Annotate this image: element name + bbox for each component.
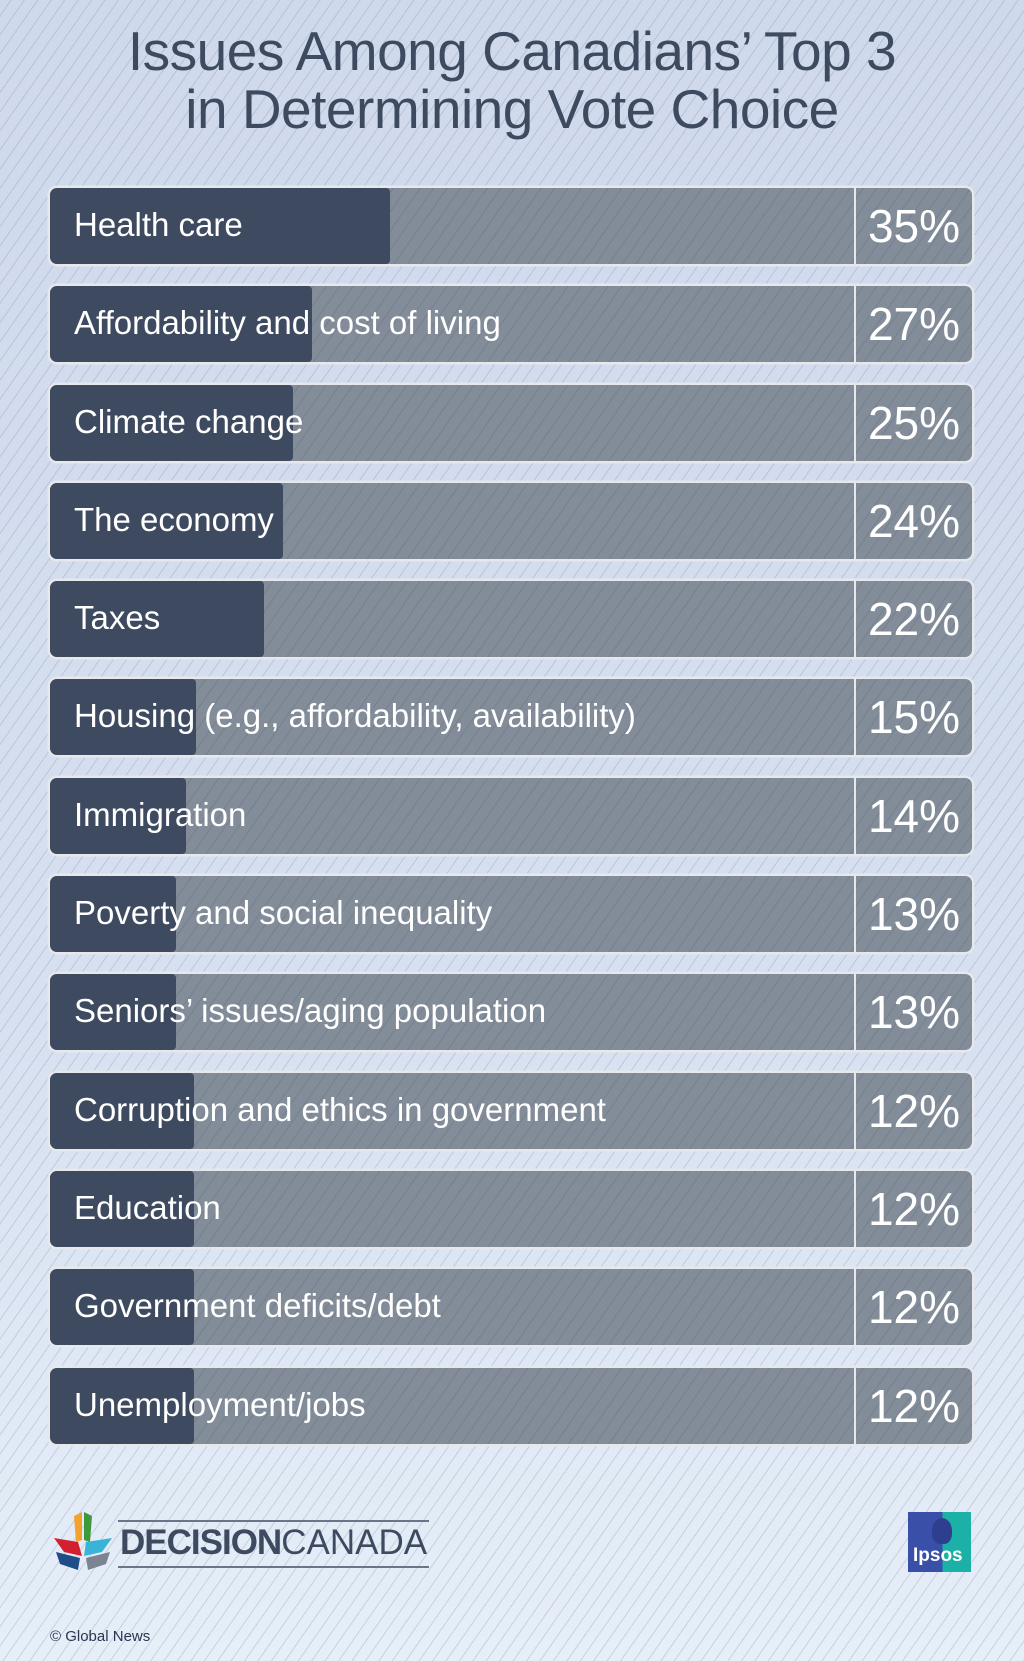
- bar-label: Poverty and social inequality: [74, 894, 493, 932]
- bar-fill: [50, 876, 176, 953]
- bar-label: Education: [74, 1188, 221, 1226]
- bar-value: 12%: [854, 1170, 972, 1247]
- bar-fill: [50, 482, 283, 559]
- bar-fill: [50, 384, 293, 461]
- bar-label: Corruption and ethics in government: [74, 1090, 606, 1128]
- bar-row: Immigration 14%: [50, 777, 972, 854]
- decision-canada-wordmark: DECISIONCANADA: [118, 1520, 430, 1568]
- bar-fill: [50, 286, 312, 363]
- brand-light: CANADA: [281, 1523, 428, 1562]
- bar-value: 24%: [854, 482, 972, 559]
- bar-value: 13%: [854, 974, 972, 1051]
- bar-label: Health care: [74, 206, 243, 243]
- bar-row: The economy 24%: [50, 482, 972, 559]
- bar-label: Housing (e.g., affordability, availabili…: [74, 697, 636, 735]
- bar-fill: [50, 1367, 194, 1444]
- bar-label: Climate change: [74, 402, 304, 440]
- bar-value: 25%: [854, 384, 972, 461]
- bar-value: 27%: [854, 286, 972, 363]
- bar-fill: [50, 974, 176, 1051]
- bar-label: Seniors’ issues/aging population: [74, 992, 547, 1030]
- chart-title-line1: Issues Among Canadians’ Top 3: [127, 20, 897, 82]
- credit-text: © Global News: [50, 1628, 151, 1645]
- ipsos-logo: Ipsos: [908, 1512, 971, 1572]
- bar-label: The economy: [74, 500, 274, 538]
- bar-fill: [50, 679, 196, 756]
- bar-value: 35%: [854, 188, 972, 264]
- ipsos-head-icon: [932, 1518, 952, 1544]
- bar-row: Unemployment/jobs 12%: [50, 1367, 972, 1444]
- bar-label: Immigration: [74, 795, 247, 833]
- bar-fill: [50, 581, 264, 658]
- bar-row: Poverty and social inequality 13%: [50, 876, 972, 953]
- bar-fill: [50, 188, 390, 264]
- bar-row: Housing (e.g., affordability, availabili…: [50, 679, 972, 756]
- bar-row: Corruption and ethics in government 12%: [50, 1072, 972, 1149]
- bar-row: Education 12%: [50, 1170, 972, 1247]
- bar-value: 14%: [854, 777, 972, 854]
- bar-row: Seniors’ issues/aging population 13%: [50, 974, 972, 1051]
- bar-label: Government deficits/debt: [74, 1287, 441, 1325]
- bar-fill: [50, 1072, 194, 1149]
- bar-label: Affordability and cost of living: [74, 304, 501, 342]
- chart-title: Issues Among Canadians’ Top 3 in Determi…: [0, 22, 1024, 138]
- chart-title-line2: in Determining Vote Choice: [185, 78, 839, 140]
- bar-value: 22%: [854, 581, 972, 658]
- bar-value: 12%: [854, 1367, 972, 1444]
- bar-value: 13%: [854, 876, 972, 953]
- bar-row: Health care 35%: [50, 188, 972, 264]
- bar-list: Health care 35% Affordability and cost of …: [50, 188, 972, 1466]
- ipsos-label: Ipsos: [913, 1545, 963, 1566]
- bar-value: 12%: [854, 1072, 972, 1149]
- bar-row: Taxes 22%: [50, 581, 972, 658]
- bar-row: Affordability and cost of living 27%: [50, 286, 972, 363]
- bar-label: Taxes: [74, 599, 161, 637]
- bar-row: Climate change 25%: [50, 384, 972, 461]
- bar-fill: [50, 777, 186, 854]
- decision-canada-logo-icon: [52, 1512, 114, 1570]
- bar-row: Government deficits/debt 12%: [50, 1269, 972, 1346]
- bar-value: 15%: [854, 679, 972, 756]
- bar-fill: [50, 1170, 194, 1247]
- bar-label: Unemployment/jobs: [74, 1385, 366, 1423]
- brand-bold: DECISION: [120, 1523, 282, 1562]
- bar-value: 12%: [854, 1269, 972, 1346]
- bar-fill: [50, 1269, 194, 1346]
